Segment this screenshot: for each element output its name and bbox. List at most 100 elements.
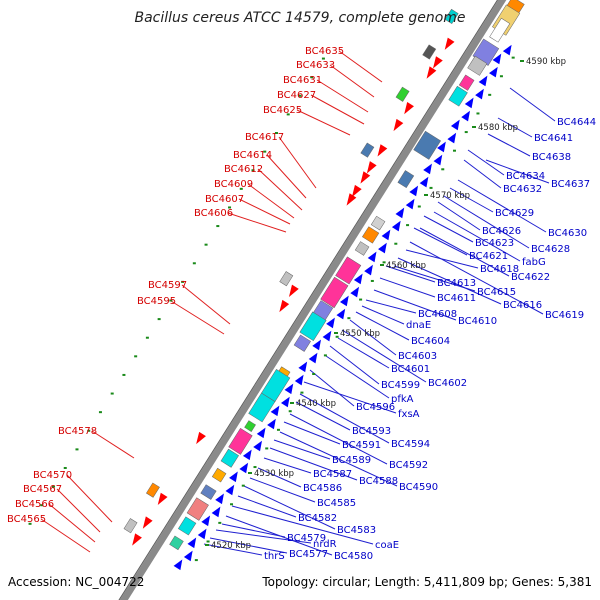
forward-gene-label[interactable]: BC4633 [296,60,335,71]
forward-gene-label[interactable]: BC4567 [23,484,62,495]
reverse-gene-label[interactable]: BC4579 [287,533,326,544]
forward-feature-block [360,142,375,158]
forward-gene-label[interactable]: BC4597 [148,280,187,291]
reverse-gene-label[interactable]: BC4616 [503,300,542,311]
reverse-gene-label[interactable]: dnaE [406,320,431,331]
reverse-gene-label[interactable]: BC4611 [437,293,476,304]
green-mark [204,243,208,246]
reverse-gene-label[interactable]: BC4610 [458,316,497,327]
reverse-gene-arrow [173,559,183,571]
reverse-gene-arrow [336,308,346,320]
green-mark [288,410,292,413]
reverse-gene-arrow [464,97,474,109]
reverse-leader-line [231,505,374,545]
reverse-leader-line [423,215,474,243]
green-mark [323,354,327,357]
reverse-gene-label[interactable]: BC4582 [298,513,337,524]
forward-gene-label[interactable]: BC4566 [15,499,54,510]
reverse-gene-label[interactable]: BC4623 [475,238,514,249]
reverse-gene-label[interactable]: BC4613 [437,278,476,289]
reverse-gene-label[interactable]: BC4577 [289,549,328,560]
forward-gene-label[interactable]: BC4625 [263,105,302,116]
reverse-gene-arrow [284,383,294,395]
reverse-gene-label[interactable]: coaE [375,540,399,551]
forward-feature-block [422,44,437,60]
reverse-gene-label[interactable]: BC4619 [545,310,584,321]
reverse-gene-label[interactable]: BC4634 [506,171,545,182]
reverse-gene-label[interactable]: BC4608 [418,309,457,320]
forward-gene-label[interactable]: BC4617 [245,132,284,143]
reverse-gene-label[interactable]: BC4604 [411,336,450,347]
reverse-gene-label[interactable]: BC4622 [511,272,550,283]
reverse-gene-label[interactable]: BC4602 [428,378,467,389]
reverse-gene-label[interactable]: BC4580 [334,551,373,562]
reverse-gene-label[interactable]: BC4603 [398,351,437,362]
forward-gene-arrow [346,193,357,206]
reverse-gene-label[interactable]: BC4629 [495,208,534,219]
reverse-leader-line [263,457,312,474]
reverse-gene-label[interactable]: BC4586 [303,483,342,494]
reverse-gene-label[interactable]: BC4644 [557,117,596,128]
reverse-gene-label[interactable]: BC4593 [352,426,391,437]
green-mark [429,186,433,189]
reverse-leader-line [405,249,479,269]
reverse-gene-label[interactable]: BC4641 [534,133,573,144]
reverse-leader-line [437,201,481,231]
reverse-gene-label[interactable]: fabG [522,257,546,268]
reverse-gene-label[interactable]: BC4583 [337,525,376,536]
forward-gene-label[interactable]: BC4627 [277,90,316,101]
forward-gene-label[interactable]: BC4578 [58,426,97,437]
reverse-gene-label[interactable]: BC4592 [389,460,428,471]
reverse-leader-line [355,311,410,341]
forward-gene-label[interactable]: BC4631 [283,75,322,86]
forward-leader-line [40,518,91,553]
reverse-gene-label[interactable]: BC4632 [503,184,542,195]
forward-gene-label[interactable]: BC4606 [194,208,233,219]
map-title: Bacillus cereus ATCC 14579, complete gen… [134,10,465,26]
reverse-leader-line [257,467,302,488]
green-mark [87,429,91,432]
reverse-gene-label[interactable]: BC4585 [317,498,356,509]
forward-gene-label[interactable]: BC4614 [233,150,272,161]
reverse-gene-label[interactable]: BC4589 [332,455,371,466]
reverse-feature-block [467,55,488,76]
reverse-gene-label[interactable]: BC4591 [342,440,381,451]
green-mark [145,336,149,339]
forward-gene-label[interactable]: BC4609 [214,179,253,190]
reverse-gene-label[interactable]: BC4615 [477,287,516,298]
forward-gene-label[interactable]: BC4607 [205,194,244,205]
reverse-gene-label[interactable]: BC4618 [480,264,519,275]
green-mark [206,540,210,543]
forward-gene-label[interactable]: BC4570 [33,470,72,481]
reverse-gene-label[interactable]: nrdR [313,539,337,550]
green-mark [241,484,245,487]
forward-gene-label[interactable]: BC4565 [7,514,46,525]
reverse-gene-label[interactable]: BC4621 [469,251,508,262]
reverse-gene-label[interactable]: BC4630 [548,228,587,239]
reverse-gene-label[interactable]: BC4590 [399,482,438,493]
reverse-gene-label[interactable]: BC4637 [551,179,590,190]
reverse-gene-label[interactable]: BC4596 [356,402,395,413]
forward-leader-line [48,503,96,543]
reverse-gene-label[interactable]: pfkA [391,394,414,405]
green-mark [511,56,515,59]
reverse-gene-label[interactable]: BC4626 [482,226,521,237]
reverse-gene-label[interactable]: BC4601 [391,364,430,375]
forward-gene-arrow [432,56,443,69]
reverse-gene-arrow [475,88,484,100]
reverse-gene-label[interactable]: BC4628 [531,244,570,255]
reverse-gene-label[interactable]: BC4588 [359,476,398,487]
reverse-gene-label[interactable]: BC4638 [532,152,571,163]
forward-gene-label[interactable]: BC4595 [137,296,176,307]
scale-label: 4550 kbp [340,329,380,339]
forward-leader-line [247,183,295,219]
forward-leader-line [56,488,101,533]
reverse-gene-label[interactable]: BC4599 [381,380,420,391]
forward-gene-label[interactable]: BC4612 [224,164,263,175]
reverse-gene-label[interactable]: BC4594 [391,439,430,450]
reverse-gene-label[interactable]: BC4587 [313,469,352,480]
forward-gene-label[interactable]: BC4635 [305,46,344,57]
reverse-gene-label[interactable]: fxsA [398,409,420,420]
reverse-gene-label[interactable]: thrS [264,551,285,562]
